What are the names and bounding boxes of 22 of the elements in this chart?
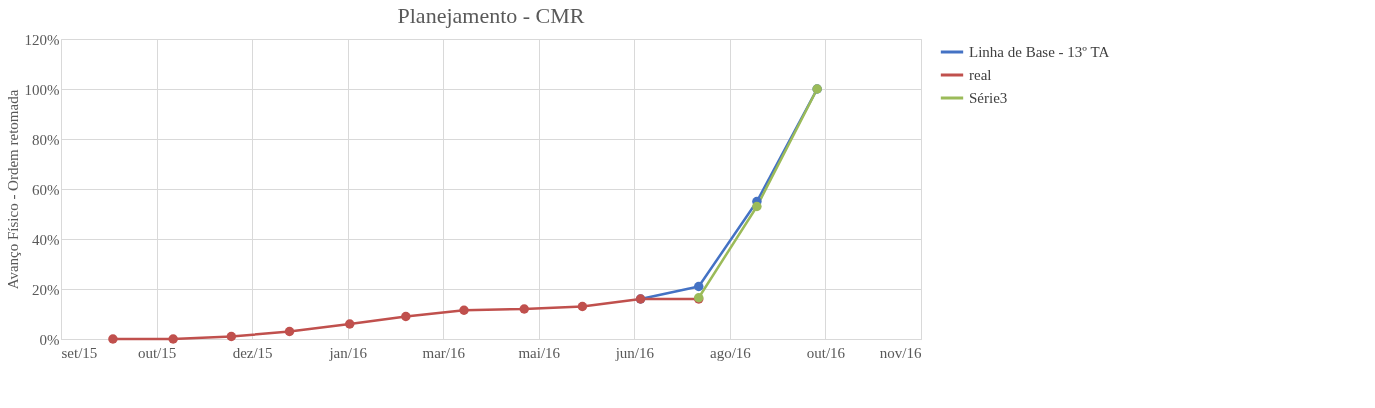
x-tick-label: set/15 <box>61 344 98 361</box>
x-tick-label: jan/16 <box>328 344 368 361</box>
y-tick-label: 60% <box>32 181 60 198</box>
y-tick-label: 80% <box>32 131 60 148</box>
legend-label: Série3 <box>969 90 1008 106</box>
y-tick-label: 120% <box>24 31 60 48</box>
x-tick-label: out/16 <box>806 344 846 361</box>
y-tick-label: 100% <box>24 81 60 98</box>
x-tick-label: jun/16 <box>614 344 655 361</box>
legend-label: Linha de Base - 13º TA <box>969 44 1110 60</box>
y-tick-label: 40% <box>32 231 60 248</box>
y-axis-title: Avanço Físico - Ordem retomada <box>4 89 21 290</box>
y-tick-label: 20% <box>32 281 60 298</box>
y-tick-label: 0% <box>39 331 60 348</box>
x-tick-label: nov/16 <box>879 344 922 361</box>
x-tick-label: dez/15 <box>232 344 273 361</box>
chart-title: Planejamento - CMR <box>397 3 585 28</box>
legend-label: real <box>969 67 992 83</box>
x-tick-label: mar/16 <box>422 344 466 361</box>
x-tick-label: out/15 <box>137 344 177 361</box>
x-tick-label: mai/16 <box>518 344 561 361</box>
x-tick-label: ago/16 <box>709 344 752 361</box>
